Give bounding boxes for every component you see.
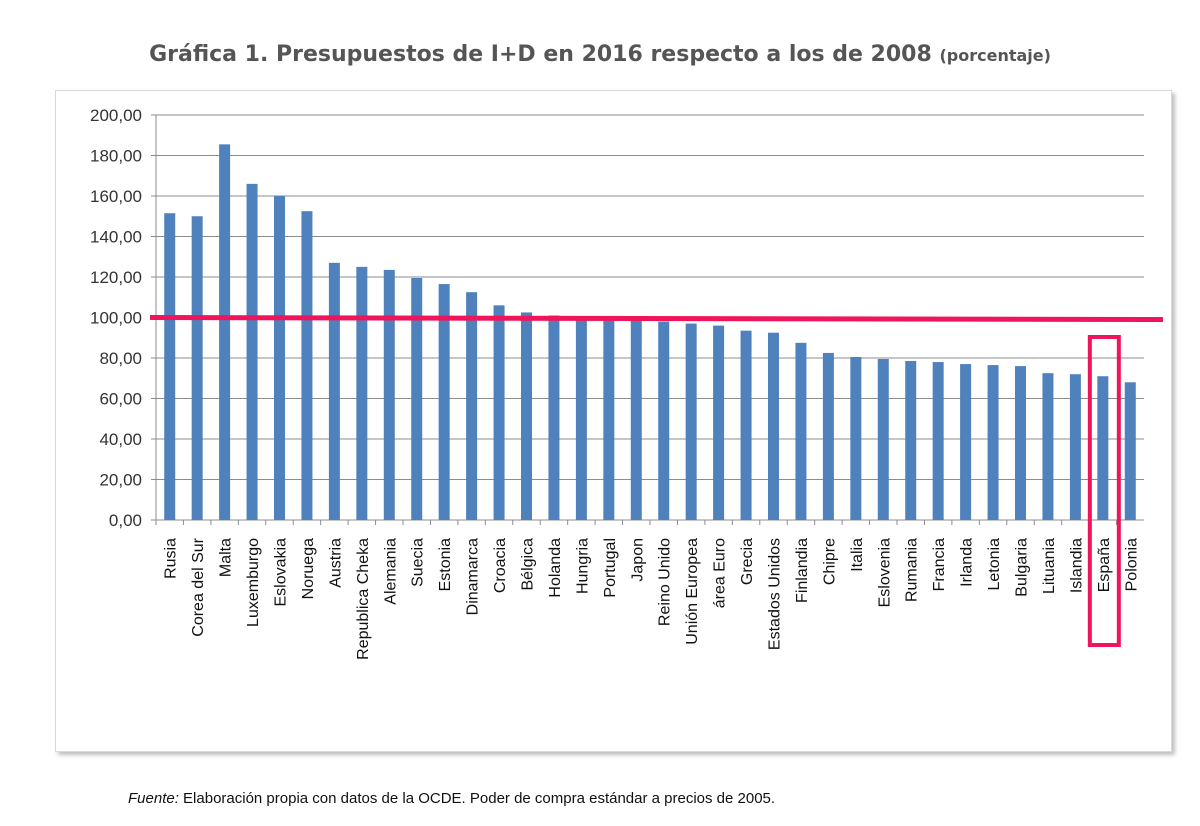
x-tick-label: Reino Unido <box>657 538 674 626</box>
y-tick-label: 80,00 <box>99 349 142 368</box>
bar <box>768 332 779 520</box>
bar <box>685 323 697 520</box>
bar <box>191 216 203 520</box>
y-tick-label: 160,00 <box>90 187 142 206</box>
bar <box>301 211 313 520</box>
bar <box>1097 376 1109 520</box>
chart-title-suffix: (porcentaje) <box>939 46 1051 65</box>
y-tick-label: 100,00 <box>90 309 142 328</box>
bar <box>575 317 587 520</box>
x-tick-label: Islandia <box>1068 538 1085 593</box>
source-text: Elaboración propia con datos de la OCDE.… <box>183 790 776 807</box>
bar <box>713 325 725 520</box>
y-tick-label: 200,00 <box>90 106 142 125</box>
x-tick-label: Luxemburgo <box>245 538 262 627</box>
x-tick-label: Eslovakia <box>273 538 290 607</box>
bar <box>1015 366 1026 520</box>
x-tick-label: Italia <box>849 538 866 572</box>
x-tick-label: Eslovenia <box>876 538 893 607</box>
x-tick-label: Letonia <box>986 538 1003 591</box>
x-tick-label: Finlandia <box>794 538 811 603</box>
y-tick-label: 140,00 <box>90 228 142 247</box>
y-tick-label: 40,00 <box>99 430 142 449</box>
x-tick-label: Austria <box>327 538 344 588</box>
bar <box>960 364 972 520</box>
x-tick-label: Portugal <box>602 538 619 598</box>
bar <box>905 361 917 520</box>
x-tick-label: Lituania <box>1041 538 1058 594</box>
bar <box>548 315 560 520</box>
bar <box>1124 382 1136 520</box>
x-tick-label: Dinamarca <box>465 538 482 615</box>
x-tick-label: área Euro <box>712 538 729 608</box>
x-tick-label: Bulgaria <box>1014 538 1031 597</box>
x-tick-label: Chipre <box>821 538 838 585</box>
x-tick-label: Japon <box>629 538 646 582</box>
x-tick-label: Irlanda <box>959 538 976 587</box>
x-tick-label: Unión Europea <box>684 538 701 645</box>
reference-line <box>149 315 1164 323</box>
x-tick-label: Croacia <box>492 538 509 593</box>
bar <box>328 262 340 520</box>
bar <box>850 356 862 520</box>
bar <box>1042 373 1054 520</box>
x-tick-label: Suecia <box>410 538 427 587</box>
bar <box>356 266 368 520</box>
x-tick-label: Polonia <box>1123 538 1140 591</box>
x-tick-label: Bélgica <box>520 538 537 591</box>
source-note: Fuente: Elaboración propia con datos de … <box>128 790 775 807</box>
chart-title: Gráfica 1. Presupuestos de I+D en 2016 r… <box>0 42 1200 67</box>
x-tick-label: Hungria <box>574 538 591 594</box>
y-tick-label: 0,00 <box>109 511 142 530</box>
x-tick-label: Rusia <box>163 538 180 579</box>
bar <box>493 305 505 520</box>
bar <box>795 342 807 520</box>
x-tick-label: Grecia <box>739 538 756 585</box>
x-tick-label: Holanda <box>547 538 564 598</box>
y-tick-label: 60,00 <box>99 390 142 409</box>
x-tick-label: Noruega <box>300 538 317 599</box>
bar <box>877 359 889 520</box>
bar <box>521 312 532 520</box>
bar <box>383 269 395 520</box>
x-tick-label: Estados Unidos <box>767 538 784 650</box>
bar <box>219 144 231 521</box>
bar <box>274 196 285 520</box>
x-tick-label: Rumania <box>904 538 921 602</box>
x-tick-label: Republica Cheka <box>355 538 372 660</box>
bar <box>740 330 752 520</box>
x-tick-label: Alemania <box>382 538 399 605</box>
bar <box>438 284 450 520</box>
x-tick-label: Malta <box>218 538 235 577</box>
bar <box>603 318 615 520</box>
bar <box>411 278 423 520</box>
y-tick-label: 120,00 <box>90 268 142 287</box>
y-tick-label: 180,00 <box>90 147 142 166</box>
bar <box>932 362 944 520</box>
bar <box>1069 374 1081 520</box>
highlight-box <box>1087 335 1121 647</box>
x-tick-label: Francia <box>931 538 948 591</box>
bar <box>658 321 670 520</box>
bar <box>164 213 176 520</box>
bar <box>822 352 834 520</box>
chart-title-main: Gráfica 1. Presupuestos de I+D en 2016 r… <box>149 42 932 67</box>
bar <box>246 183 258 520</box>
bar <box>630 319 642 520</box>
x-tick-label: Estonia <box>437 538 454 591</box>
bar <box>987 365 999 520</box>
bar <box>466 292 478 520</box>
y-tick-label: 20,00 <box>99 471 142 490</box>
source-label: Fuente: <box>128 790 179 807</box>
x-tick-label: España <box>1096 538 1113 592</box>
x-tick-label: Corea del Sur <box>190 537 207 636</box>
